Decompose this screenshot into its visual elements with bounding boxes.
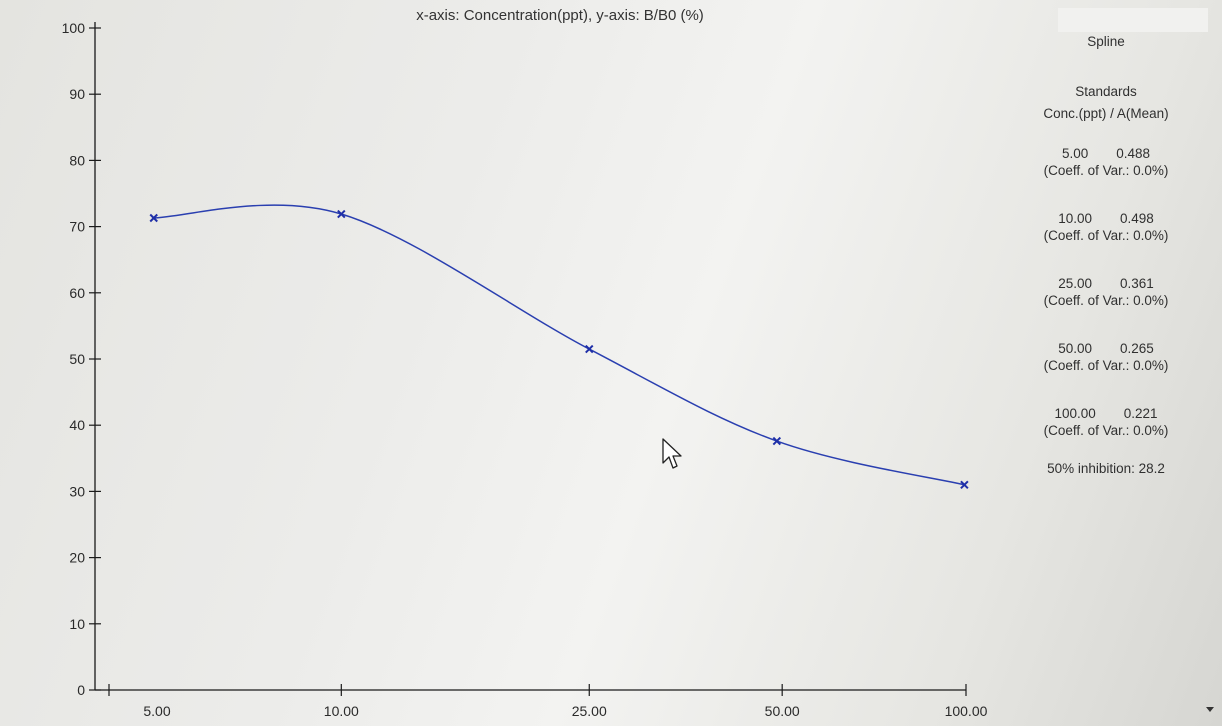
std-cv: (Coeff. of Var.: 0.0%)	[1043, 228, 1169, 243]
standard-entry: 10.00 0.498 (Coeff. of Var.: 0.0%)	[1008, 211, 1204, 246]
standard-entry: 50.00 0.265 (Coeff. of Var.: 0.0%)	[1008, 341, 1204, 376]
std-conc: 25.00	[1058, 276, 1092, 291]
std-mean: 0.488	[1116, 146, 1151, 161]
marker-stroke	[585, 344, 594, 354]
std-cv: (Coeff. of Var.: 0.0%)	[1043, 293, 1169, 308]
std-conc: 100.00	[1054, 406, 1096, 421]
std-cv: (Coeff. of Var.: 0.0%)	[1043, 358, 1169, 373]
y-tick-label: 10	[69, 616, 85, 632]
y-axis-ticks: 0 10 20 30 40 50 60 70 80 90 100	[62, 20, 101, 698]
standard-entry: 100.00 0.221 (Coeff. of Var.: 0.0%)	[1008, 406, 1204, 441]
x-axis-ticks: 5.00 10.00 25.00 50.00 100.00	[108, 684, 988, 719]
std-mean: 0.361	[1120, 276, 1154, 291]
y-tick-label: 0	[77, 682, 85, 698]
y-tick-label: 50	[69, 351, 85, 367]
data-point-marker	[960, 480, 969, 489]
marker-stroke	[772, 436, 782, 446]
y-tick-label: 100	[62, 20, 86, 36]
std-conc: 5.00	[1061, 146, 1089, 161]
method-label: Spline	[1087, 34, 1125, 49]
y-tick-label: 30	[69, 483, 85, 499]
inhibition-result: 50% inhibition: 28.2	[1047, 461, 1165, 476]
data-point-marker	[337, 209, 346, 219]
y-tick-label: 20	[69, 550, 85, 566]
chart-title: x-axis: Concentration(ppt), y-axis: B/B0…	[416, 7, 704, 24]
spline-curve	[153, 204, 965, 486]
axes	[94, 22, 966, 691]
std-mean: 0.498	[1120, 211, 1154, 226]
scroll-down-arrow-icon[interactable]	[1206, 707, 1214, 712]
marker-stroke	[960, 480, 969, 489]
header-box	[1058, 8, 1208, 32]
x-tick-label: 50.00	[765, 703, 800, 719]
x-tick-label: 5.00	[143, 703, 170, 719]
marker-stroke	[337, 209, 346, 219]
y-tick-label: 60	[69, 285, 85, 301]
standard-entry: 5.00 0.488 (Coeff. of Var.: 0.0%)	[1008, 146, 1204, 181]
data-point-marker	[149, 213, 158, 223]
x-tick-label: 25.00	[572, 703, 607, 719]
standards-header: Standards	[1075, 84, 1137, 99]
std-conc: 10.00	[1058, 211, 1092, 226]
y-tick-label: 90	[69, 86, 85, 102]
standard-entry: 25.00 0.361 (Coeff. of Var.: 0.0%)	[1008, 276, 1204, 311]
mouse-pointer-icon	[662, 438, 682, 469]
plot-area	[149, 204, 969, 489]
y-tick-label: 70	[69, 219, 85, 235]
std-cv: (Coeff. of Var.: 0.0%)	[1043, 423, 1169, 438]
standards-panel: Spline Standards Conc.(ppt) / A(Mean) 5.…	[1008, 32, 1204, 479]
std-cv: (Coeff. of Var.: 0.0%)	[1043, 163, 1169, 178]
std-conc: 50.00	[1058, 341, 1092, 356]
y-tick-label: 80	[69, 152, 85, 168]
x-tick-label: 10.00	[324, 703, 359, 719]
columns-header: Conc.(ppt) / A(Mean)	[1043, 106, 1169, 121]
x-tick-label: 100.00	[945, 703, 988, 719]
data-point-marker	[585, 344, 594, 354]
data-point-marker	[772, 436, 782, 446]
y-tick-label: 40	[69, 417, 85, 433]
marker-stroke	[149, 213, 158, 223]
std-mean: 0.221	[1123, 406, 1158, 421]
std-mean: 0.265	[1120, 341, 1154, 356]
